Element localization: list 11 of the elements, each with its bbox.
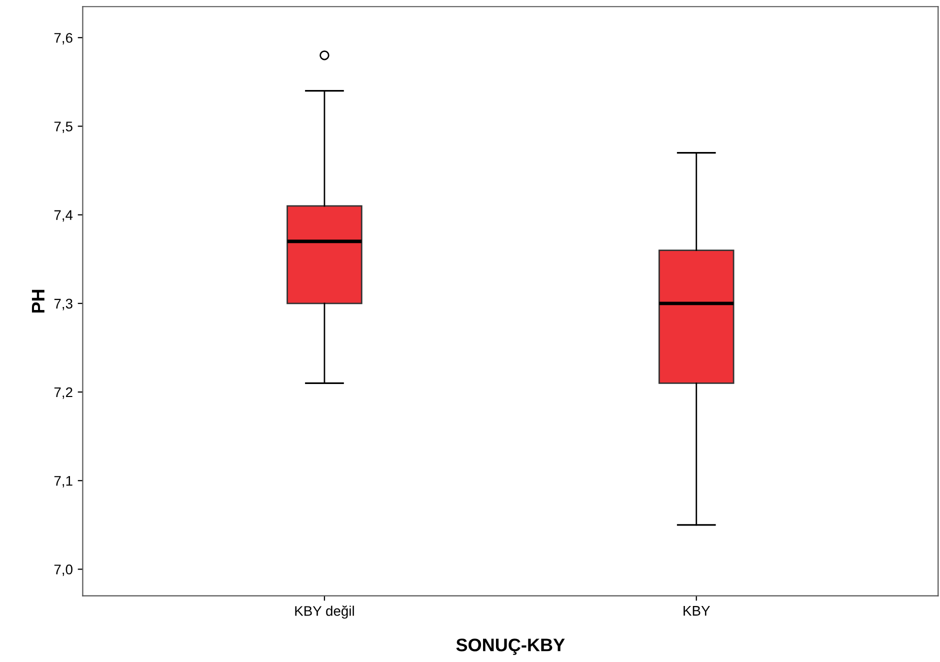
y-tick-label: 7,0 <box>54 564 72 576</box>
y-axis-title: PH <box>32 290 44 313</box>
y-tick-label: 7,2 <box>54 387 72 399</box>
x-tick-label: KBY değil <box>295 606 354 619</box>
y-tick-label: 7,4 <box>54 210 73 222</box>
x-tick-label: KBY <box>684 606 710 616</box>
x-axis-title: SONUÇ-KBY <box>456 638 565 655</box>
y-tick-label: 7,1 <box>54 476 72 488</box>
y-tick-label: 7,6 <box>54 32 72 44</box>
y-tick-label: 7,5 <box>54 122 72 134</box>
y-tick-label: 7,3 <box>54 298 72 310</box>
